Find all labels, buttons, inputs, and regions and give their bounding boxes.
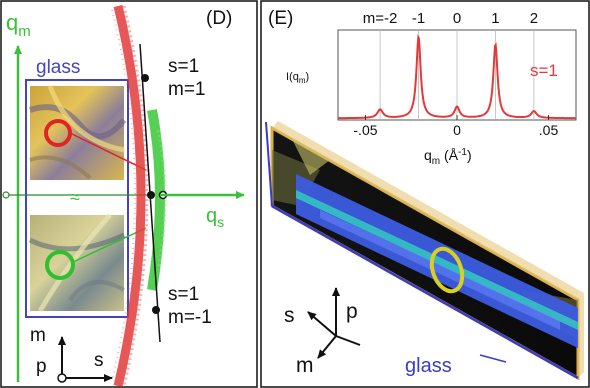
glass-label-d: glass [36,57,80,78]
spot-upper-s-label: s=1 [168,56,199,77]
chart-order-label-1: -1 [412,10,425,27]
chart-series-label: s=1 [530,61,558,80]
glass-edge-bottom [271,204,579,380]
glass-box [25,79,129,318]
chart-y-axis-label: I(qm) [286,71,309,85]
chart-series-line [338,34,576,120]
glass-label-e: glass [405,355,452,377]
micrograph-lower [28,213,126,313]
glass-pointer-line [479,354,507,363]
chart-x-tick-label-0: -.05 [353,122,377,138]
spot-m-1 [152,306,160,314]
frame-e-s-arrow [307,311,337,337]
chart-order-label-0: m=-2 [363,10,398,27]
qs-axis-label: qs [206,205,224,230]
chart-x-axis-label: qm (Å-1) [424,147,472,167]
panel-e: (E) -.05 0 .05 m=-2 -1 0 1 2 s=1 I(qm) qm (Å-1… [260,0,590,388]
frame-axes-d: m p s [30,325,113,383]
qm-axis-label: qm [6,10,31,40]
micrograph-upper [29,85,127,180]
chart-x-tick-label-1: 0 [453,122,461,138]
frame-d-p-dot [57,373,67,383]
spot-m0 [147,191,155,199]
frame-d-s-label: s [94,350,104,371]
chart-x-tick-label-2: .05 [539,122,559,138]
spot-lower-m-label: m=-1 [168,307,212,328]
panel-e-label: (E) [268,8,293,29]
panel-d-label: (D) [206,8,232,29]
chart-order-label-2: 0 [453,10,461,27]
frame-e-p-label: p [346,300,358,323]
spot-m1 [141,74,149,82]
chart-order-label-4: 2 [530,10,538,27]
red-diffraction-arc [111,4,149,388]
qs-origin-dot [2,191,10,199]
frame-e-s-label: s [284,304,295,327]
yellow-ring-marker [429,246,465,294]
frame-d-p-label: p [36,356,47,377]
glass-edge-left [265,121,273,207]
frame-d-m-label: m [30,325,46,346]
axis-break-mark: ≈ [70,187,80,207]
frame-e-m-arrow [317,335,337,359]
frame-e-m-label: m [296,354,314,377]
chart-order-labels: m=-2 -1 0 1 2 [363,10,538,27]
frame-e-extra-stroke [335,335,361,346]
slab-cyan-stripe [296,190,578,330]
sample-slab [265,121,584,381]
red-connector-line [69,132,147,171]
intensity-chart: -.05 0 .05 m=-2 -1 0 1 2 s=1 I(qm) qm (Å-1) [286,10,577,167]
green-circle-marker [45,250,75,280]
frame-axes-e: p s m [284,287,361,377]
chart-x-ticks: -.05 0 .05 [353,115,558,138]
spot-lower-s-label: s=1 [168,284,199,305]
chart-order-label-3: 1 [491,10,499,27]
spot-upper-m-label: m=1 [168,79,206,100]
panel-d: (D) qm glass ≈ [0,0,258,388]
